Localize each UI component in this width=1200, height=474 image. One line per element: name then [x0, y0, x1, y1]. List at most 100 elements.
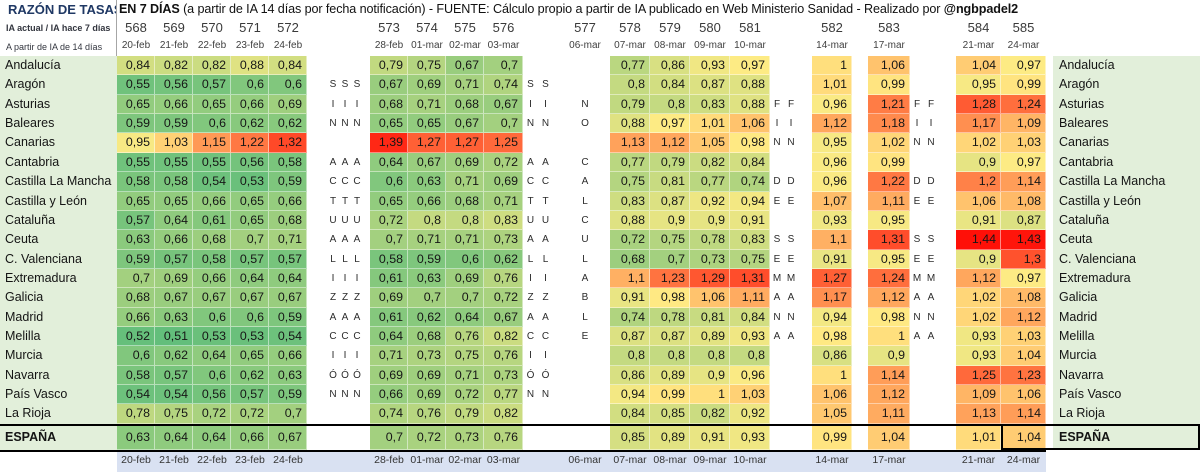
- espana-value-cell[interactable]: 0,76: [484, 423, 523, 450]
- espana-value-cell[interactable]: 0,91: [690, 423, 730, 450]
- value-cell[interactable]: 0,67: [446, 56, 484, 76]
- value-cell[interactable]: 0,71: [446, 365, 484, 386]
- letter-cell[interactable]: U: [341, 214, 349, 226]
- letter-cell[interactable]: A: [773, 292, 781, 304]
- value-cell[interactable]: 0,87: [650, 191, 690, 211]
- value-cell[interactable]: 0,65: [193, 94, 231, 115]
- letter-cell[interactable]: I: [343, 350, 347, 362]
- letter-cell[interactable]: F: [787, 98, 795, 110]
- letter-cell[interactable]: A: [527, 234, 534, 246]
- letter-cell[interactable]: Z: [341, 292, 349, 304]
- date-header[interactable]: 21-feb: [159, 40, 189, 51]
- value-cell[interactable]: 1,06: [1001, 385, 1046, 405]
- value-cell[interactable]: 0,97: [730, 56, 770, 76]
- day-number-header[interactable]: 574: [416, 20, 438, 35]
- value-cell[interactable]: 0,79: [446, 404, 484, 424]
- value-cell[interactable]: 0,73: [484, 230, 523, 250]
- value-cell[interactable]: 0,62: [231, 365, 269, 386]
- value-cell[interactable]: 0,9: [956, 249, 1001, 269]
- value-cell[interactable]: 0,57: [155, 365, 193, 386]
- value-cell[interactable]: 1,12: [956, 268, 1001, 289]
- value-cell[interactable]: 1,11: [730, 288, 770, 308]
- letter-cell[interactable]: A: [913, 331, 921, 343]
- date-header[interactable]: 17-mar: [873, 40, 905, 51]
- value-cell[interactable]: 0,93: [956, 346, 1001, 366]
- letter-cell[interactable]: I: [529, 272, 532, 284]
- letter-cell[interactable]: N: [341, 389, 349, 401]
- value-cell[interactable]: 1,12: [650, 133, 690, 153]
- value-cell[interactable]: 0,53: [193, 327, 231, 347]
- value-cell[interactable]: 0,66: [370, 385, 408, 405]
- value-cell[interactable]: 0,62: [408, 307, 446, 328]
- date-footer[interactable]: 23-feb: [235, 453, 265, 466]
- letter-cell[interactable]: F: [913, 98, 921, 110]
- date-footer[interactable]: 09-mar: [693, 453, 727, 466]
- letter-cell[interactable]: T: [542, 195, 549, 207]
- espana-value-cell[interactable]: 0,73: [446, 423, 484, 450]
- value-cell[interactable]: 0,98: [730, 133, 770, 153]
- value-cell[interactable]: 0,66: [155, 230, 193, 250]
- value-cell[interactable]: 0,77: [690, 172, 730, 192]
- value-cell[interactable]: 0,91: [812, 249, 852, 269]
- value-cell[interactable]: 1,31: [730, 268, 770, 289]
- date-header[interactable]: 09-mar: [694, 40, 726, 51]
- value-cell[interactable]: 0,82: [690, 152, 730, 173]
- value-cell[interactable]: 0,61: [370, 307, 408, 328]
- value-cell[interactable]: 0,56: [155, 75, 193, 95]
- letter-cell[interactable]: U: [581, 234, 589, 246]
- value-cell[interactable]: 1,02: [956, 307, 1001, 328]
- date-footer[interactable]: 21-mar: [961, 453, 996, 466]
- value-cell[interactable]: 1,25: [484, 133, 523, 153]
- value-cell[interactable]: 0,67: [193, 288, 231, 308]
- value-cell[interactable]: 0,64: [193, 346, 231, 366]
- value-cell[interactable]: 0,69: [370, 365, 408, 386]
- value-cell[interactable]: 0,67: [155, 288, 193, 308]
- espana-value-cell[interactable]: 1,04: [1001, 423, 1046, 450]
- value-cell[interactable]: 0,55: [155, 152, 193, 173]
- letter-cell[interactable]: I: [331, 98, 335, 110]
- value-cell[interactable]: 1,02: [956, 288, 1001, 308]
- value-cell[interactable]: 0,72: [193, 404, 231, 424]
- value-cell[interactable]: 0,67: [370, 75, 408, 95]
- value-cell[interactable]: 0,8: [408, 210, 446, 231]
- value-cell[interactable]: 0,71: [446, 172, 484, 192]
- letter-cell[interactable]: I: [331, 272, 335, 284]
- letter-cell[interactable]: A: [913, 292, 921, 304]
- value-cell[interactable]: 0,65: [370, 191, 408, 211]
- value-cell[interactable]: 0,79: [610, 94, 650, 115]
- value-cell[interactable]: 0,83: [610, 191, 650, 211]
- value-cell[interactable]: 1,17: [812, 288, 852, 308]
- value-cell[interactable]: 0,69: [408, 385, 446, 405]
- letter-cell[interactable]: Ó: [341, 369, 349, 381]
- letter-cell[interactable]: I: [331, 350, 335, 362]
- value-cell[interactable]: 1,11: [868, 404, 910, 424]
- value-cell[interactable]: 1,24: [868, 268, 910, 289]
- letter-cell[interactable]: I: [915, 118, 919, 130]
- value-cell[interactable]: 0,68: [193, 230, 231, 250]
- value-cell[interactable]: 0,67: [484, 307, 523, 328]
- espana-value-cell[interactable]: 1,01: [956, 423, 1001, 450]
- letter-cell[interactable]: C: [541, 176, 550, 188]
- letter-cell[interactable]: A: [353, 311, 361, 323]
- value-cell[interactable]: 0,98: [650, 288, 690, 308]
- letter-cell[interactable]: I: [529, 350, 532, 362]
- letter-cell[interactable]: U: [329, 214, 337, 226]
- letter-cell[interactable]: S: [527, 79, 534, 91]
- region-name-right[interactable]: Castilla y León: [1053, 191, 1200, 211]
- value-cell[interactable]: 0,7: [117, 268, 155, 289]
- value-cell[interactable]: 1,23: [650, 268, 690, 289]
- date-footer[interactable]: 22-feb: [197, 453, 227, 466]
- value-cell[interactable]: 1,13: [610, 133, 650, 153]
- date-header[interactable]: 21-mar: [962, 40, 995, 51]
- value-cell[interactable]: 0,55: [193, 152, 231, 173]
- letter-cell[interactable]: N: [329, 118, 337, 130]
- value-cell[interactable]: 0,85: [650, 404, 690, 424]
- letter-cell[interactable]: N: [787, 311, 795, 323]
- value-cell[interactable]: 0,79: [650, 152, 690, 173]
- value-cell[interactable]: 0,59: [117, 249, 155, 269]
- value-cell[interactable]: 0,83: [690, 94, 730, 115]
- value-cell[interactable]: 0,9: [868, 346, 910, 366]
- region-name-left[interactable]: Castilla y León: [0, 191, 117, 211]
- espana-value-cell[interactable]: 0,7: [370, 423, 408, 450]
- value-cell[interactable]: 0,9: [650, 210, 690, 231]
